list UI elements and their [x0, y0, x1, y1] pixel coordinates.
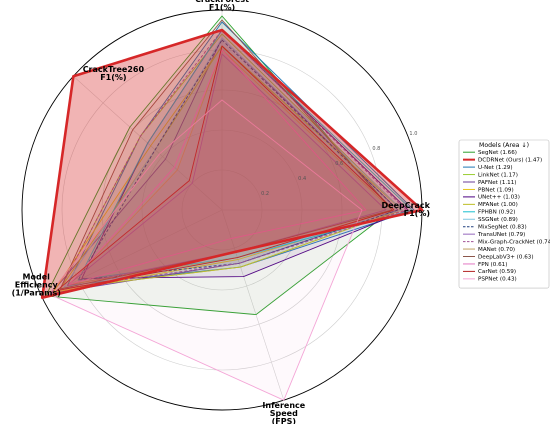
series-polygon [48, 99, 363, 401]
legend-entry-label: UNet++ (1.03) [478, 195, 520, 201]
series-polygon [40, 28, 424, 300]
legend-entry-label: PBNet (1.09) [478, 187, 514, 193]
series-polygon [66, 53, 387, 286]
series-polygon [66, 21, 415, 286]
radial-tick-labels: 0.2 0.4 0.6 0.8 1.0 [261, 131, 417, 197]
radial-tick-label: 0.4 [298, 176, 306, 182]
legend-entry-label: MixSegNet (0.83) [478, 225, 527, 231]
legend-entry-label: SegNet (1.66) [478, 150, 517, 156]
legend-entry-label: PSPNet (0.43) [478, 277, 517, 283]
legend-entry-label: CarNet (0.59) [478, 269, 516, 275]
axis-label: Inference Speed (FPS) [262, 401, 305, 424]
series-polygon [68, 49, 367, 285]
axis-spoke [42, 209, 223, 298]
legend: Models (Area ↓)SegNet (1.66)DCDRNet (Our… [458, 139, 550, 289]
legend-entry-label: DCDRNet (Ours) (1.47) [478, 157, 542, 163]
legend-box [458, 139, 550, 289]
radial-tick-label: 0.2 [261, 191, 269, 197]
legend-entry-label: MANet (0.70) [478, 247, 515, 253]
legend-entry-label: DeepLabV3+ (0.63) [478, 254, 534, 260]
series-polygon [59, 29, 407, 290]
legend-entry-label: PAFNet (1.11) [478, 180, 516, 186]
radial-tick-label: 0.8 [372, 146, 380, 152]
axis-spoke [221, 209, 285, 401]
radar-series-group [40, 15, 424, 401]
legend-entry-label: U-Net (1.29) [478, 165, 513, 171]
legend-title: Models (Area ↓) [479, 142, 529, 149]
legend-entry-label: LinkNet (1.17) [478, 172, 518, 178]
legend-entry-label: MFANet (1.00) [478, 202, 518, 208]
axis-label: CrackForestF1(%) [195, 0, 249, 12]
radial-tick-label: 1.0 [409, 131, 417, 137]
radial-tick-label: 0.6 [335, 161, 343, 167]
axis-label: DeepCrack F1(%) [382, 201, 431, 218]
series-polygon [59, 45, 403, 290]
legend-entry-label: Mix-Graph-CrackNet (0.74) [478, 239, 550, 245]
legend-entry-label: TransUNet (0.79) [477, 232, 525, 238]
legend-entry-label: FPHBN (0.92) [478, 210, 515, 216]
axis-label: Model Efficiency (1/Params) [12, 273, 61, 298]
legend-entry-label: FPN (0.61) [478, 262, 507, 268]
legend-entry-label: SSGNet (0.89) [478, 217, 518, 223]
axis-label: CrackTree260 F1(%) [83, 65, 145, 82]
